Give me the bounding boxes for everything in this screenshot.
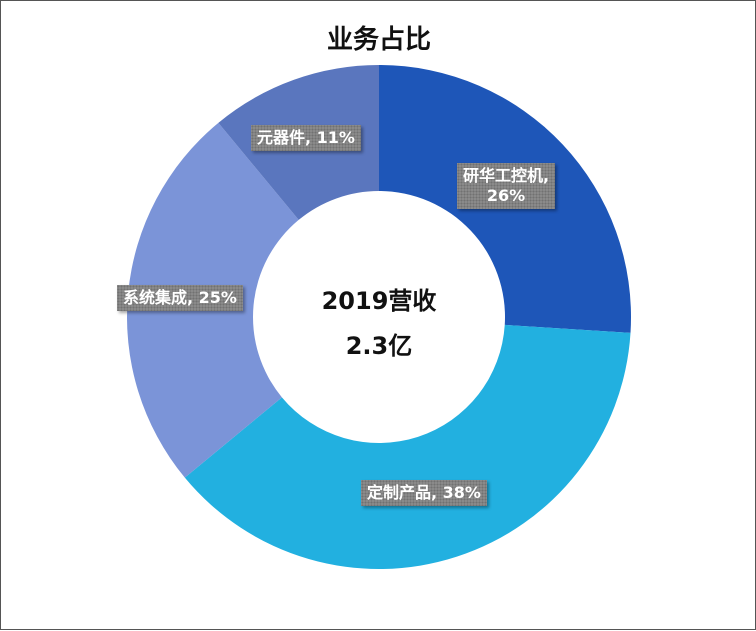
center-label-line1: 2019营收 bbox=[321, 287, 437, 315]
center-label-line2: 2.3亿 bbox=[345, 332, 413, 360]
data-label-研华工控机: 研华工控机, 26% bbox=[457, 163, 556, 209]
data-label-line1: 研华工控机, bbox=[463, 166, 550, 185]
data-label-line2: 26% bbox=[486, 186, 526, 205]
chart-title: 业务占比 bbox=[326, 25, 431, 55]
data-label-元器件: 元器件, 11% bbox=[251, 125, 361, 151]
slice-定制产品 bbox=[184, 324, 631, 570]
data-label-定制产品: 定制产品, 38% bbox=[361, 480, 487, 506]
data-label-系统集成: 系统集成, 25% bbox=[117, 285, 243, 311]
